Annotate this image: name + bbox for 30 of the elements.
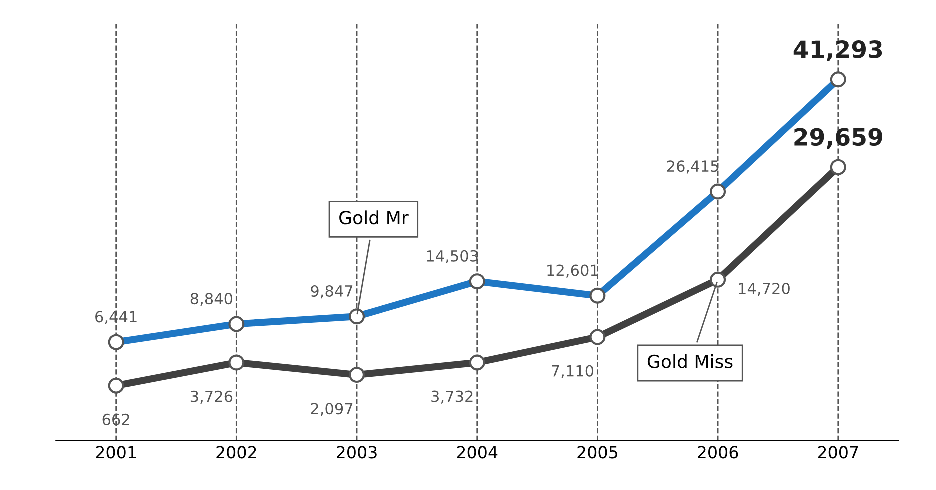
data-label: 14,503 bbox=[427, 250, 478, 264]
data-label: 41,293 bbox=[794, 40, 882, 62]
data-label: 3,726 bbox=[190, 390, 233, 404]
x-tick-label: 2002 bbox=[216, 446, 256, 459]
point bbox=[710, 272, 726, 288]
x-tick-label: 2005 bbox=[578, 446, 618, 459]
point bbox=[108, 378, 124, 394]
point bbox=[469, 354, 486, 371]
data-label: 12,601 bbox=[548, 264, 598, 278]
x-tick-label: 2003 bbox=[337, 446, 377, 459]
data-label: 29,659 bbox=[794, 128, 882, 150]
x-tick-label: 2001 bbox=[96, 446, 136, 459]
x-tick-label: 2006 bbox=[698, 446, 738, 459]
data-label: 14,720 bbox=[739, 282, 790, 296]
point bbox=[349, 367, 366, 384]
x-tick-label: 2007 bbox=[818, 446, 858, 459]
point bbox=[590, 329, 606, 346]
data-label: 26,415 bbox=[667, 160, 718, 174]
point bbox=[228, 354, 245, 371]
text: Gold Miss bbox=[648, 354, 733, 368]
data-label: 2,097 bbox=[311, 403, 353, 416]
data-label: 7,110 bbox=[552, 365, 594, 378]
data-label: 9,847 bbox=[311, 285, 353, 299]
data-label: 3,732 bbox=[432, 390, 473, 404]
x-tick-label: 2004 bbox=[457, 446, 498, 459]
data-label: 6,441 bbox=[96, 311, 137, 324]
data-label: 8,840 bbox=[190, 293, 233, 306]
data-label: 662 bbox=[102, 414, 130, 426]
text: Gold Mr bbox=[340, 210, 409, 225]
point bbox=[830, 159, 846, 176]
